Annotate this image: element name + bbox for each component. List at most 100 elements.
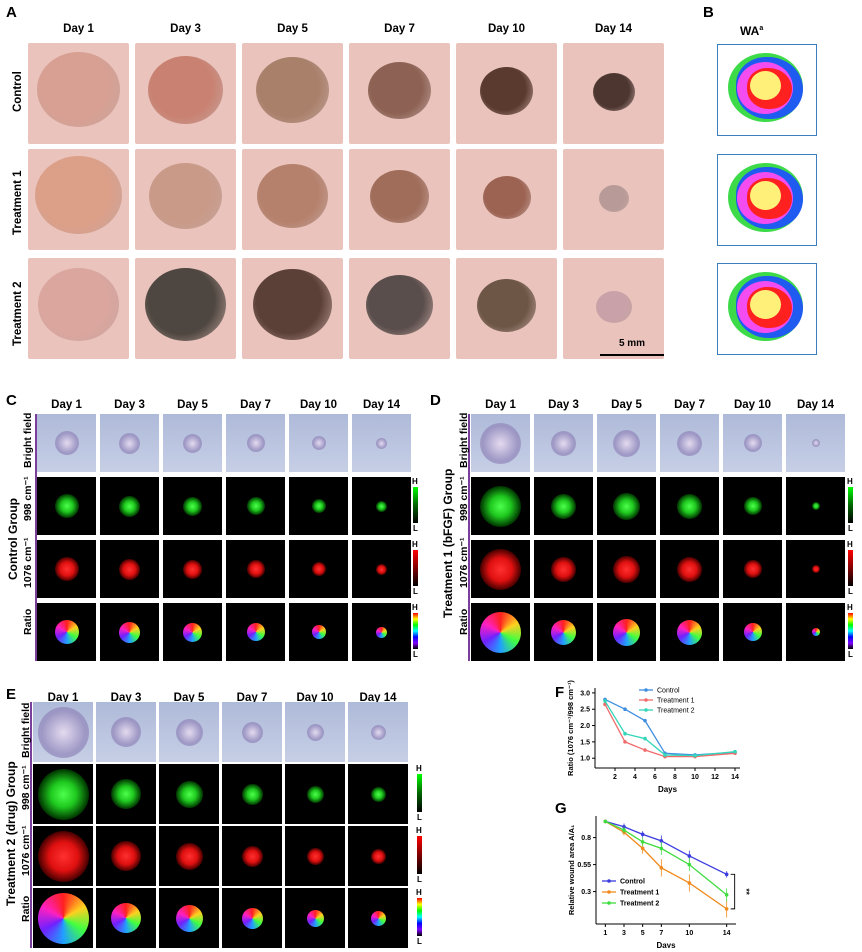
legend-label: Treatment 1 [657, 698, 695, 705]
raman-image [159, 764, 219, 824]
signal-spot [370, 848, 386, 864]
signal-spot [677, 493, 702, 519]
data-point [640, 840, 645, 844]
legend-label: Control [620, 879, 645, 886]
wound-photo [563, 258, 664, 359]
wound-area [35, 156, 122, 234]
signal-spot [551, 619, 576, 645]
signal-spot [306, 723, 324, 741]
raman-image [222, 888, 282, 948]
group-label: Treatment 2 (drug) Group [4, 761, 18, 906]
wound-photo [135, 258, 236, 359]
row-label: Bright field [22, 412, 34, 468]
raman-image [163, 414, 222, 472]
raman-image [471, 603, 530, 661]
day-label: Day 10 [299, 399, 338, 411]
group-label: Treatment 1 (bFGF) Group [441, 468, 455, 618]
panel-label-b: B [703, 4, 714, 21]
row-label: Ratio [458, 608, 470, 635]
raman-image [285, 826, 345, 886]
signal-spot [677, 430, 702, 456]
colorbar-high: H [416, 888, 422, 897]
day-label: Day 1 [485, 399, 516, 411]
raman-image [100, 477, 159, 535]
y-tick-label: 1.0 [580, 756, 590, 763]
group-bracket [30, 702, 32, 948]
signal-spot [811, 502, 820, 510]
raman-image [285, 764, 345, 824]
data-point [659, 866, 664, 870]
raman-image [33, 764, 93, 824]
signal-spot [111, 841, 141, 871]
signal-spot [311, 436, 326, 450]
signal-spot [241, 783, 263, 805]
raman-image [471, 540, 530, 598]
data-point [663, 753, 667, 757]
colorbar [848, 487, 853, 523]
raman-image [163, 477, 222, 535]
y-tick-label: 0.8 [581, 835, 591, 842]
raman-image [37, 603, 96, 661]
row-label-control: Control [12, 71, 24, 112]
data-point [687, 854, 692, 858]
legend-label: Control [657, 688, 680, 695]
signal-spot [175, 904, 203, 932]
colorbar-low: L [848, 650, 853, 659]
day-label: Day 14 [796, 399, 835, 411]
group-bracket [35, 414, 37, 661]
legend-marker [644, 708, 648, 712]
wound-area [370, 170, 429, 223]
day-label: Day 3 [548, 399, 579, 411]
raman-image [159, 888, 219, 948]
signal-spot [306, 909, 324, 927]
raman-image [96, 888, 156, 948]
wound-area-map [717, 263, 817, 355]
data-point [622, 825, 626, 829]
raman-image [33, 888, 93, 948]
colorbar-high: H [412, 477, 418, 486]
raman-image [471, 414, 530, 472]
raman-image [159, 702, 219, 762]
signal-spot [246, 560, 265, 578]
legend-marker [607, 890, 611, 894]
raman-image [100, 414, 159, 472]
day-label: Day 10 [487, 23, 526, 35]
wound-area-map [717, 44, 817, 136]
signal-spot [306, 785, 324, 803]
row-label: 998 cm⁻¹ [458, 476, 470, 521]
wound-photo [456, 258, 557, 359]
signal-spot [119, 558, 140, 580]
series-line [605, 820, 727, 875]
signal-spot [480, 548, 521, 590]
colorbar [848, 613, 853, 649]
legend-marker [607, 901, 611, 905]
raman-image [534, 477, 593, 535]
x-tick-label: 6 [653, 774, 657, 781]
wound-photo [563, 149, 664, 250]
data-point [693, 753, 697, 758]
raman-image [37, 477, 96, 535]
signal-spot [677, 556, 702, 582]
signal-spot [246, 623, 265, 641]
data-point [643, 736, 647, 741]
scale-bar [600, 354, 664, 356]
row-label: 1076 cm⁻¹ [458, 537, 470, 589]
raman-image [786, 540, 845, 598]
signal-spot [551, 556, 576, 582]
raman-image [96, 826, 156, 886]
signal-spot [370, 910, 386, 926]
signal-spot [183, 433, 202, 453]
row-label: Ratio [22, 608, 34, 635]
signal-spot [370, 786, 386, 802]
signal-spot [613, 429, 640, 457]
signal-spot [37, 706, 89, 758]
signal-spot [183, 559, 202, 579]
signal-spot [183, 496, 202, 516]
raman-image [289, 540, 348, 598]
raman-image [534, 414, 593, 472]
raman-image [289, 414, 348, 472]
y-tick-label: 1.5 [580, 739, 590, 746]
y-tick-label: 3.0 [580, 690, 590, 697]
data-point [603, 819, 608, 824]
wound-area-line-chart: 1 3 5 7 10 14 0.3 0.55 0.8 Days Relative wound are… [567, 816, 751, 948]
